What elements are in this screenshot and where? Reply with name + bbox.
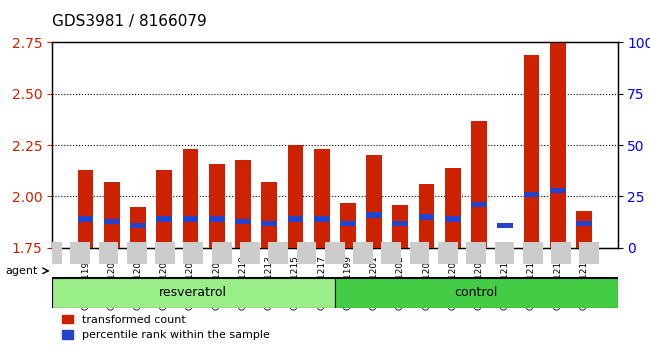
Bar xyxy=(157,170,172,248)
FancyBboxPatch shape xyxy=(353,242,373,264)
FancyBboxPatch shape xyxy=(42,242,62,264)
FancyBboxPatch shape xyxy=(296,242,317,264)
Bar xyxy=(314,217,330,222)
Bar xyxy=(314,149,330,248)
Bar xyxy=(419,215,434,219)
Bar xyxy=(497,242,513,248)
Bar xyxy=(550,188,566,193)
Bar xyxy=(445,217,461,222)
FancyBboxPatch shape xyxy=(183,242,203,264)
Bar xyxy=(471,120,487,248)
Bar xyxy=(550,24,566,248)
Text: control: control xyxy=(454,286,498,299)
FancyBboxPatch shape xyxy=(127,242,147,264)
Bar xyxy=(261,221,277,226)
Bar xyxy=(157,217,172,222)
Bar xyxy=(524,55,539,248)
Bar xyxy=(393,221,408,226)
Bar xyxy=(393,205,408,248)
Text: agent: agent xyxy=(5,266,38,276)
FancyBboxPatch shape xyxy=(268,242,288,264)
Bar xyxy=(340,202,356,248)
FancyBboxPatch shape xyxy=(155,242,175,264)
Bar xyxy=(235,218,251,224)
Bar xyxy=(209,217,225,222)
FancyBboxPatch shape xyxy=(70,242,90,264)
Bar xyxy=(576,221,592,226)
FancyBboxPatch shape xyxy=(212,242,231,264)
Bar xyxy=(209,164,225,248)
Bar xyxy=(340,221,356,226)
FancyBboxPatch shape xyxy=(240,242,260,264)
Bar xyxy=(104,182,120,248)
Bar xyxy=(287,217,304,222)
FancyBboxPatch shape xyxy=(99,242,118,264)
Bar xyxy=(497,223,513,228)
Text: GDS3981 / 8166079: GDS3981 / 8166079 xyxy=(52,14,207,29)
Bar xyxy=(130,223,146,228)
FancyBboxPatch shape xyxy=(523,242,543,264)
FancyBboxPatch shape xyxy=(551,242,571,264)
Bar xyxy=(78,170,94,248)
Bar xyxy=(576,211,592,248)
FancyBboxPatch shape xyxy=(325,242,344,264)
Bar xyxy=(471,202,487,207)
Bar xyxy=(287,145,304,248)
FancyBboxPatch shape xyxy=(335,278,618,308)
Bar xyxy=(366,212,382,217)
FancyBboxPatch shape xyxy=(438,242,458,264)
Bar xyxy=(235,160,251,248)
Text: resveratrol: resveratrol xyxy=(159,286,228,299)
FancyBboxPatch shape xyxy=(52,278,335,308)
Legend: transformed count, percentile rank within the sample: transformed count, percentile rank withi… xyxy=(58,310,274,345)
Bar xyxy=(104,218,120,224)
FancyBboxPatch shape xyxy=(410,242,430,264)
Bar xyxy=(366,155,382,248)
Bar xyxy=(524,192,539,197)
Bar xyxy=(419,184,434,248)
Bar xyxy=(445,168,461,248)
FancyBboxPatch shape xyxy=(495,242,514,264)
FancyBboxPatch shape xyxy=(382,242,401,264)
FancyBboxPatch shape xyxy=(579,242,599,264)
Bar xyxy=(261,182,277,248)
Bar xyxy=(183,217,198,222)
Bar xyxy=(130,207,146,248)
Bar xyxy=(183,149,198,248)
Bar xyxy=(78,217,94,222)
FancyBboxPatch shape xyxy=(466,242,486,264)
